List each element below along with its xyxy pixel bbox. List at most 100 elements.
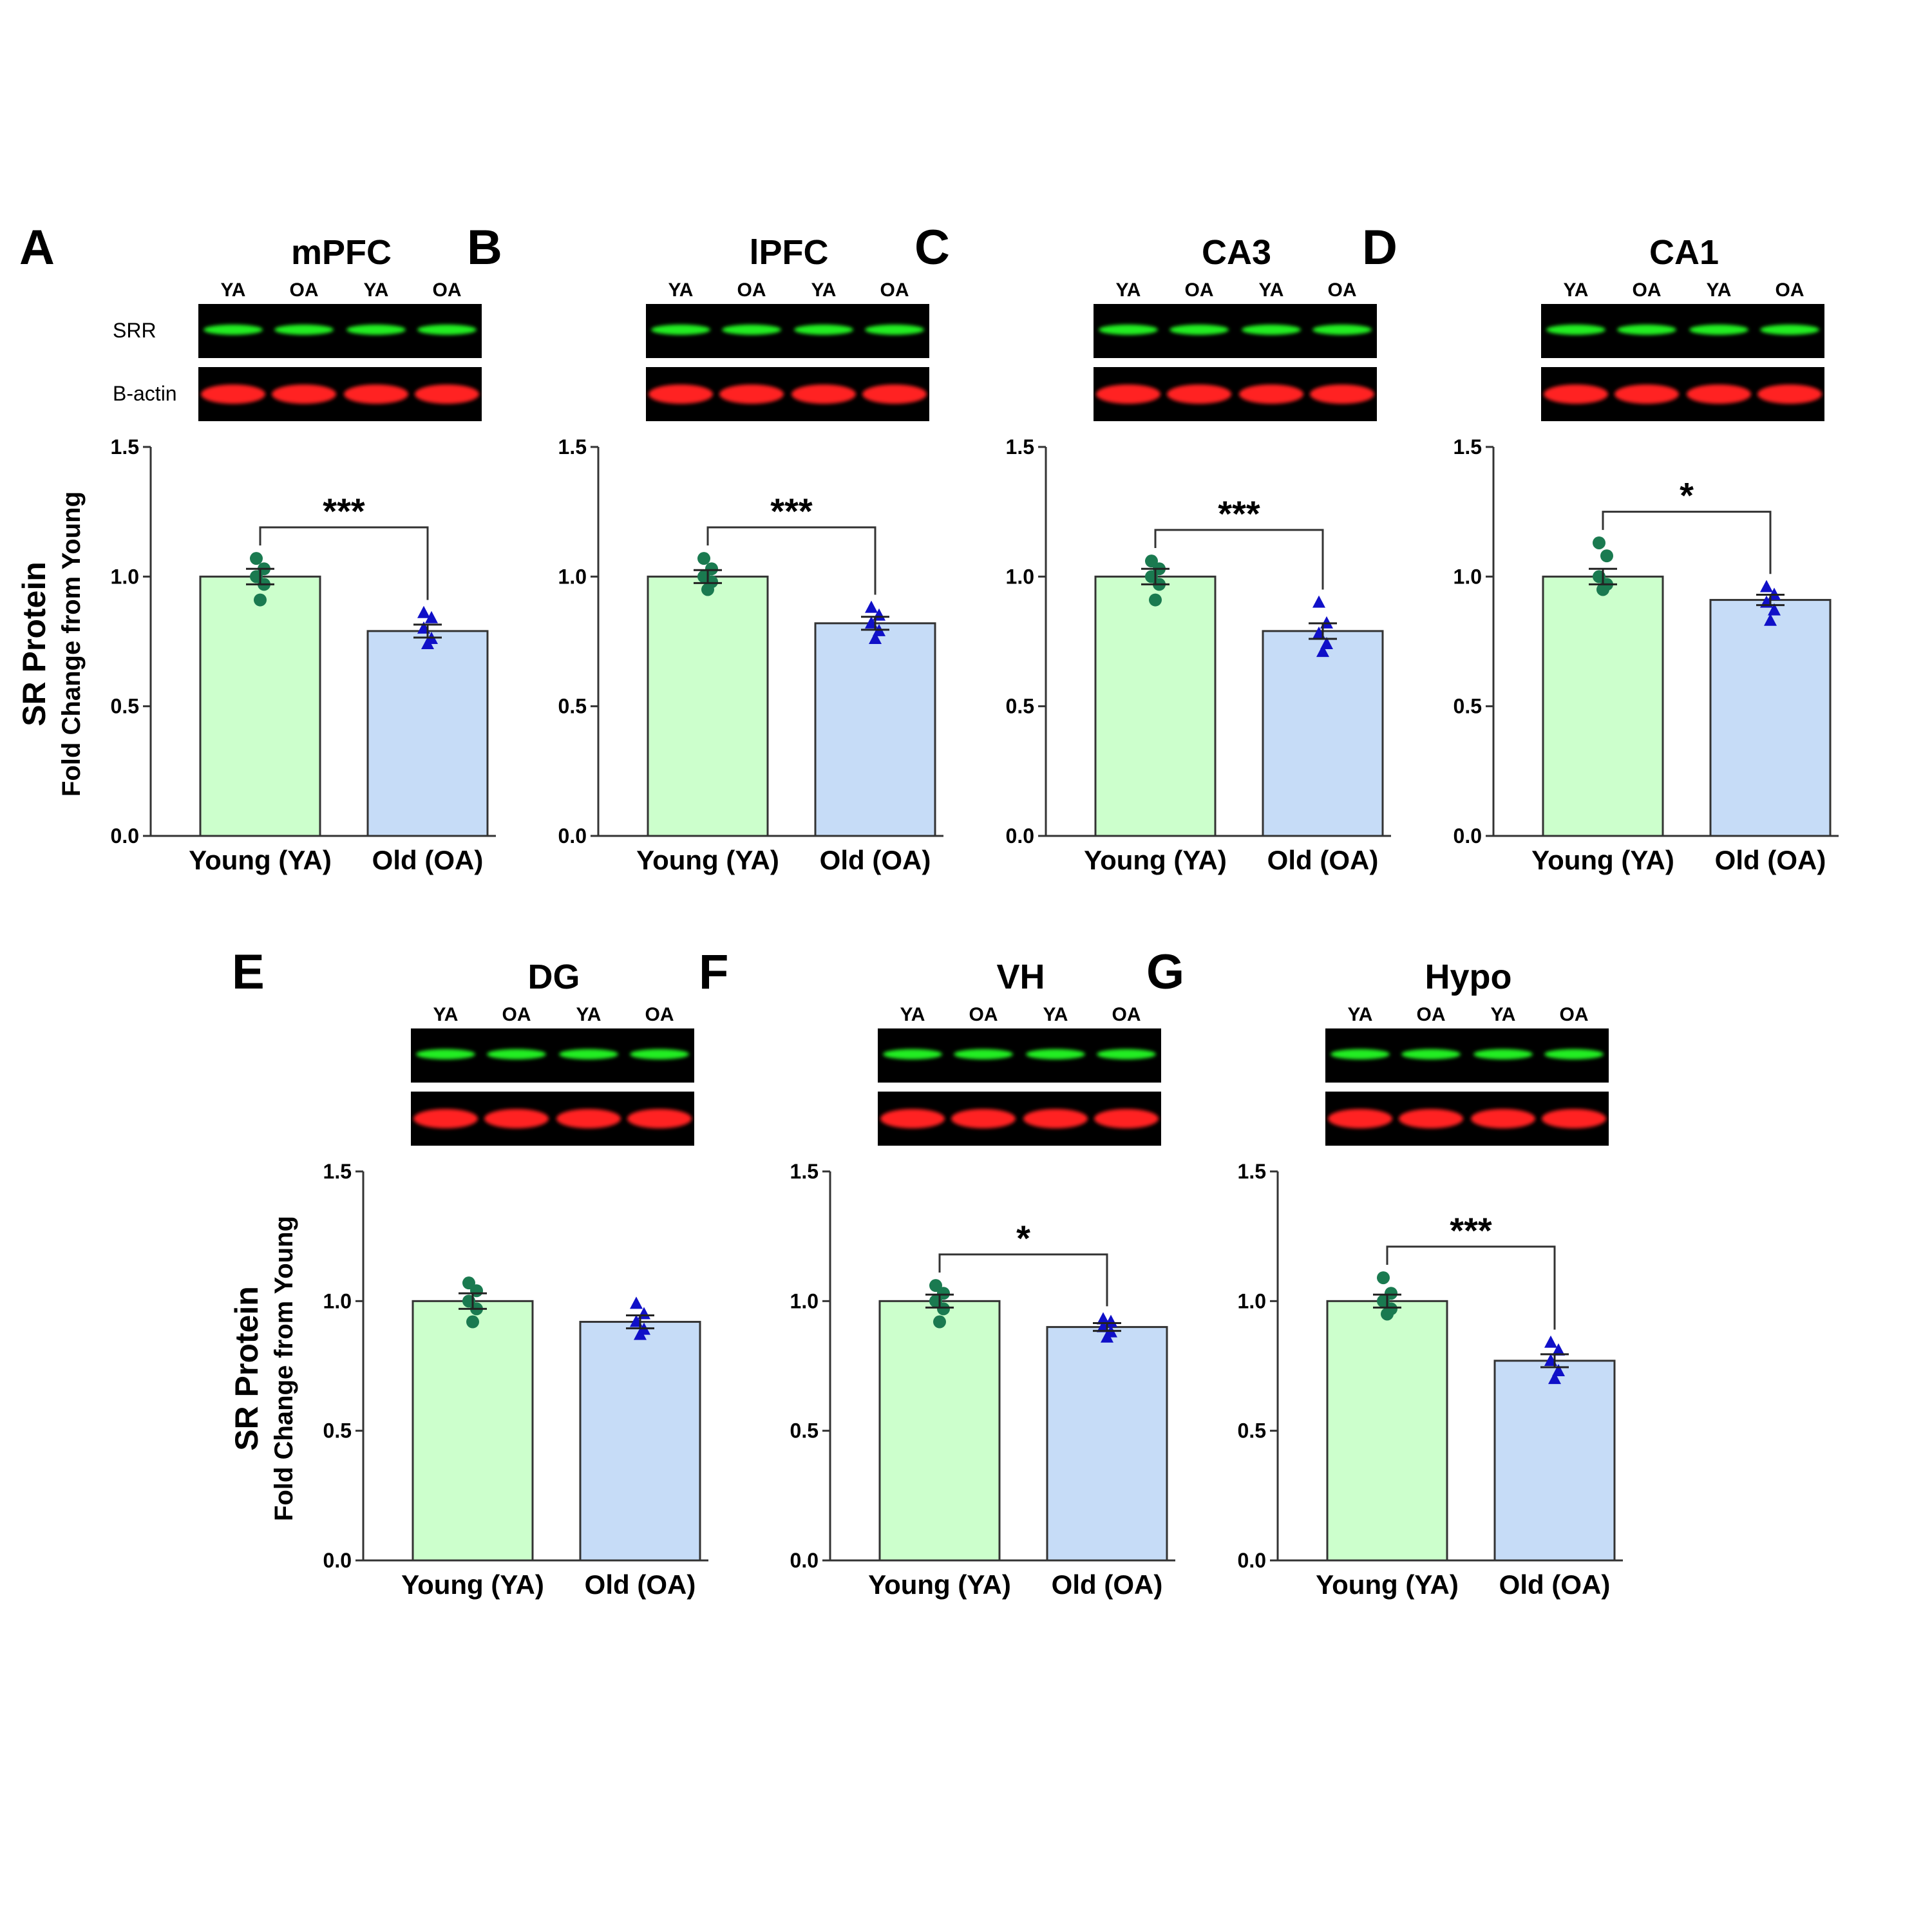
panel-title: DG bbox=[528, 958, 580, 996]
y-tick-label: 0.5 bbox=[1006, 695, 1034, 718]
y-tick-label: 0.0 bbox=[558, 824, 587, 848]
significance-label: *** bbox=[770, 491, 813, 531]
srr-band bbox=[630, 1049, 689, 1059]
bar-old bbox=[1046, 1326, 1168, 1562]
lane-label: YA bbox=[1043, 1004, 1068, 1025]
significance-label: *** bbox=[1218, 493, 1260, 534]
srr-band bbox=[954, 1049, 1013, 1059]
y-tick-label: 1.5 bbox=[111, 435, 139, 459]
lane-label: YA bbox=[900, 1004, 925, 1025]
category-label: Young (YA) bbox=[868, 1569, 1011, 1600]
y-tick-label: 1.0 bbox=[111, 565, 139, 588]
data-point-old bbox=[1548, 1372, 1561, 1385]
y-tick-label: 1.0 bbox=[790, 1289, 819, 1312]
srr-band bbox=[1689, 325, 1748, 335]
srr-band bbox=[722, 325, 781, 335]
lane-label: OA bbox=[1776, 279, 1804, 301]
category-label: Young (YA) bbox=[1531, 845, 1674, 875]
srr-band bbox=[865, 325, 924, 335]
lane-label: YA bbox=[1348, 1004, 1373, 1025]
y-tick-label: 1.0 bbox=[1006, 565, 1034, 588]
actin-band bbox=[1167, 384, 1231, 404]
panel-letter: D bbox=[1362, 220, 1397, 275]
lane-label: OA bbox=[433, 279, 462, 301]
srr-band bbox=[1546, 325, 1605, 335]
panel-letter: C bbox=[914, 220, 950, 275]
y-tick-label: 1.5 bbox=[790, 1160, 819, 1183]
panel-letter: E bbox=[232, 945, 265, 999]
srr-band bbox=[1544, 1049, 1604, 1059]
data-point-old bbox=[425, 611, 438, 623]
actin-band bbox=[413, 1109, 478, 1128]
category-label: Old (OA) bbox=[1715, 845, 1826, 875]
panel-title: CA3 bbox=[1202, 233, 1271, 272]
data-point-young bbox=[1145, 554, 1158, 568]
bar-young bbox=[878, 1300, 1001, 1562]
lane-label: YA bbox=[576, 1004, 601, 1025]
panel-C: C CA3 YA OA YA OA 0.0 0.5 1.0 1.5 Young (YA) Old (O… bbox=[914, 220, 1391, 875]
y-tick-label: 1.5 bbox=[1454, 435, 1482, 459]
data-point-old bbox=[1312, 595, 1325, 608]
actin-band bbox=[1310, 384, 1374, 404]
y-title-line2: Fold Change from Young bbox=[270, 1216, 298, 1521]
category-label: Young (YA) bbox=[189, 845, 332, 875]
panel-D: D CA1 YA OA YA OA 0.0 0.5 1.0 1.5 Young (YA) Old (O… bbox=[1362, 220, 1839, 875]
data-point-old bbox=[1544, 1335, 1557, 1348]
lane-label: YA bbox=[1259, 279, 1284, 301]
category-label: Old (OA) bbox=[820, 845, 931, 875]
y-tick-label: 0.0 bbox=[1454, 824, 1482, 848]
lane-label: YA bbox=[668, 279, 694, 301]
significance-bracket bbox=[1154, 529, 1324, 590]
data-point-old bbox=[1768, 603, 1781, 616]
srr-band bbox=[1401, 1049, 1461, 1059]
lane-label: YA bbox=[811, 279, 837, 301]
y-tick-label: 1.0 bbox=[1238, 1289, 1266, 1312]
data-point-young bbox=[466, 1315, 479, 1329]
srr-band bbox=[1617, 325, 1676, 335]
y-tick-label: 0.0 bbox=[111, 824, 139, 848]
bar-old bbox=[1709, 599, 1832, 837]
srr-band bbox=[1312, 325, 1372, 335]
srr-band bbox=[487, 1049, 546, 1059]
lane-label: OA bbox=[1560, 1004, 1589, 1025]
data-point-old bbox=[865, 600, 878, 613]
data-point-old bbox=[1760, 580, 1773, 592]
significance-bracket bbox=[1602, 511, 1772, 574]
srr-band bbox=[346, 325, 406, 335]
y-tick-label: 0.5 bbox=[790, 1419, 819, 1443]
panel-title: mPFC bbox=[291, 233, 392, 272]
actin-band bbox=[201, 384, 265, 404]
y-tick-label: 0.5 bbox=[323, 1419, 352, 1443]
actin-band bbox=[880, 1109, 945, 1128]
significance-label: * bbox=[1016, 1218, 1030, 1258]
lane-label: OA bbox=[880, 279, 909, 301]
data-point-old bbox=[1764, 613, 1777, 626]
y-axis-title-2: SR Protein Fold Change from Young bbox=[229, 1216, 298, 1521]
bar-young bbox=[1094, 575, 1217, 837]
actin-band bbox=[791, 384, 856, 404]
srr-band bbox=[1760, 325, 1819, 335]
category-label: Old (OA) bbox=[372, 845, 484, 875]
data-point-young bbox=[254, 593, 267, 607]
data-point-young bbox=[929, 1279, 942, 1293]
data-point-young bbox=[462, 1276, 475, 1290]
srr-band bbox=[274, 325, 334, 335]
y-tick-label: 0.5 bbox=[1454, 695, 1482, 718]
category-label: Old (OA) bbox=[1267, 845, 1379, 875]
srr-band bbox=[1097, 1049, 1156, 1059]
srr-band bbox=[883, 1049, 942, 1059]
category-label: Old (OA) bbox=[1499, 1569, 1611, 1600]
srr-band bbox=[416, 1049, 475, 1059]
actin-band bbox=[719, 384, 784, 404]
bar-young bbox=[647, 575, 769, 837]
lane-label: OA bbox=[1633, 279, 1662, 301]
y-tick-label: 1.0 bbox=[1454, 565, 1482, 588]
lane-label: YA bbox=[221, 279, 246, 301]
actin-band bbox=[272, 384, 336, 404]
panel-G: G Hypo YA OA YA OA 0.0 0.5 1.0 1.5 Young (YA) Old (… bbox=[1146, 945, 1623, 1600]
lane-label: OA bbox=[290, 279, 319, 301]
srr-band bbox=[1026, 1049, 1085, 1059]
significance-bracket bbox=[938, 1253, 1108, 1307]
